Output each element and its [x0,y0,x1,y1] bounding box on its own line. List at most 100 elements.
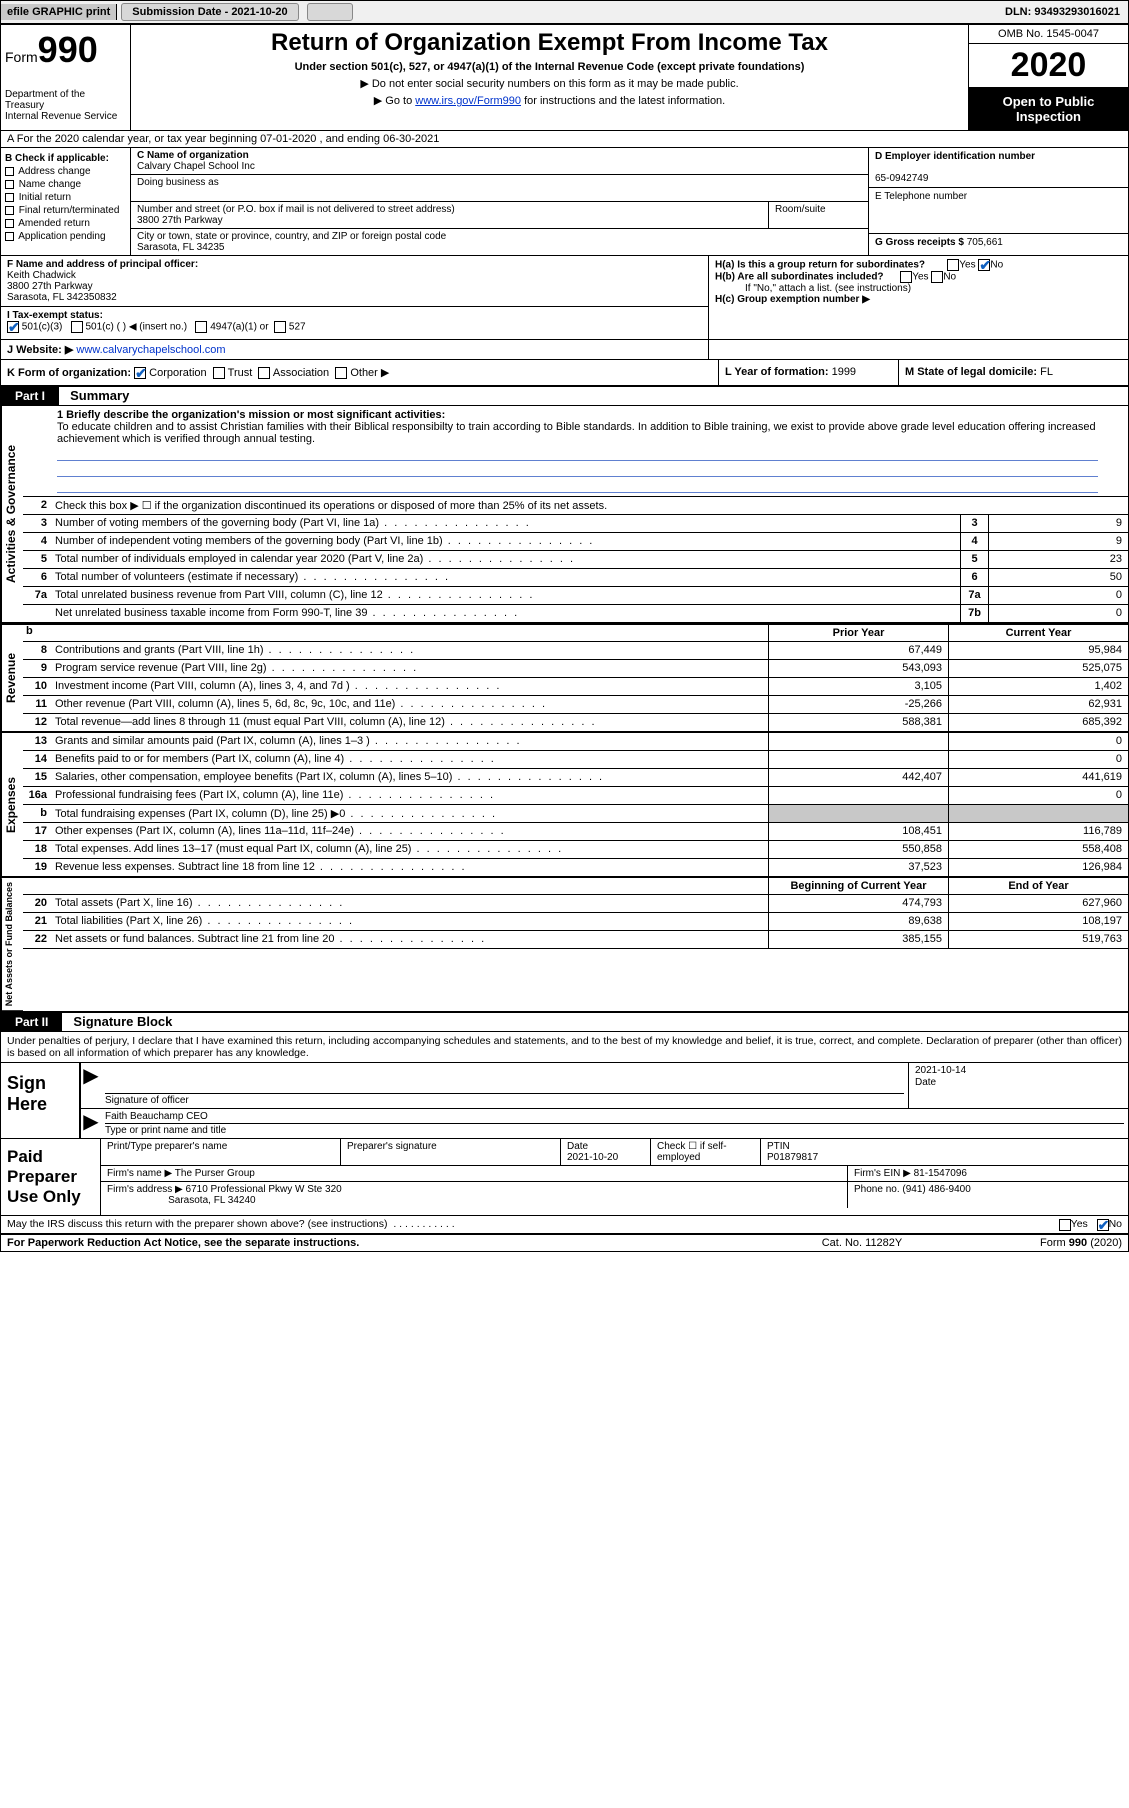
checkbox-hb-yes[interactable] [900,271,912,283]
form-word: Form [5,49,38,65]
paperwork-notice: For Paperwork Reduction Act Notice, see … [7,1237,762,1249]
checkbox-initial-return[interactable] [5,193,14,202]
checkbox-discuss-no[interactable] [1097,1219,1109,1231]
checkbox-discuss-yes[interactable] [1059,1219,1071,1231]
dept-label: Department of the TreasuryInternal Reven… [5,89,126,122]
col-current-year: Current Year [948,625,1128,641]
omb-number: OMB No. 1545-0047 [969,25,1128,44]
tax-year: 2020 [969,44,1128,88]
submission-date-button[interactable]: Submission Date - 2021-10-20 [121,3,298,21]
vtab-net-assets: Net Assets or Fund Balances [1,878,23,1011]
section-f: F Name and address of principal officer:… [1,256,708,339]
table-row: 16aProfessional fundraising fees (Part I… [23,787,1128,805]
checkbox-name-change[interactable] [5,180,14,189]
table-row: 9Program service revenue (Part VIII, lin… [23,660,1128,678]
instruction-2: ▶ Go to www.irs.gov/Form990 for instruct… [141,94,958,107]
table-row: 14Benefits paid to or for members (Part … [23,751,1128,769]
vtab-activities-governance: Activities & Governance [1,406,23,623]
table-row: 17Other expenses (Part IX, column (A), l… [23,823,1128,841]
checkbox-4947[interactable] [195,321,207,333]
sign-here-label: Sign Here [1,1063,81,1138]
signature-arrow-icon: ▶ [81,1063,101,1108]
table-row: 3Number of voting members of the governi… [23,515,1128,533]
checkbox-final-return[interactable] [5,206,14,215]
table-row: 4Number of independent voting members of… [23,533,1128,551]
checkbox-assoc[interactable] [258,367,270,379]
section-c: C Name of organization Calvary Chapel Sc… [131,148,868,255]
section-d-e-g: D Employer identification number 65-0942… [868,148,1128,255]
ein-value: 65-0942749 [875,173,928,184]
section-k: K Form of organization: Corporation Trus… [1,360,718,385]
table-row: 11Other revenue (Part VIII, column (A), … [23,696,1128,714]
dln-label: DLN: 93493293016021 [997,4,1128,20]
line-a: A For the 2020 calendar year, or tax yea… [1,131,1128,148]
firm-name: The Purser Group [175,1168,255,1179]
part2-title: Signature Block [65,1012,180,1031]
checkbox-app-pending[interactable] [5,232,14,241]
table-row: 19Revenue less expenses. Subtract line 1… [23,859,1128,877]
table-row: 20Total assets (Part X, line 16)474,7936… [23,895,1128,913]
sign-date: 2021-10-14 [915,1065,1122,1076]
checkbox-527[interactable] [274,321,286,333]
table-row: 18Total expenses. Add lines 13–17 (must … [23,841,1128,859]
firm-phone: (941) 486-9400 [902,1184,970,1195]
instruction-1: ▶ Do not enter social security numbers o… [141,77,958,90]
checkbox-hb-no[interactable] [931,271,943,283]
prep-date: 2021-10-20 [567,1152,618,1163]
section-j: J Website: ▶ www.calvarychapelschool.com [1,340,708,359]
firm-ein: 81-1547096 [914,1168,967,1179]
checkbox-other[interactable] [335,367,347,379]
cat-no: Cat. No. 11282Y [762,1237,962,1249]
checkbox-501c3[interactable] [7,321,19,333]
col-prior-year: Prior Year [768,625,948,641]
table-row: 6Total number of volunteers (estimate if… [23,569,1128,587]
top-toolbar: efile GRAPHIC print Submission Date - 20… [0,0,1129,24]
checkbox-amended[interactable] [5,219,14,228]
website-link[interactable]: www.calvarychapelschool.com [76,344,225,356]
name-arrow-icon: ▶ [81,1109,101,1138]
form-footer: Form 990 (2020) [962,1237,1122,1249]
table-row: 15Salaries, other compensation, employee… [23,769,1128,787]
checkbox-ha-yes[interactable] [947,259,959,271]
part2-header: Part II [1,1013,62,1031]
table-row: 7aTotal unrelated business revenue from … [23,587,1128,605]
efile-label: efile GRAPHIC print [1,4,117,20]
checkbox-address-change[interactable] [5,167,14,176]
firm-addr1: 6710 Professional Pkwy W Ste 320 [186,1184,342,1195]
org-name: Calvary Chapel School Inc [137,161,255,172]
col-begin-year: Beginning of Current Year [768,878,948,894]
table-row: 5Total number of individuals employed in… [23,551,1128,569]
part1-title: Summary [62,386,137,405]
section-b: B Check if applicable: Address change Na… [1,148,131,255]
officer-name: Faith Beauchamp CEO [105,1111,1124,1122]
table-row: 12Total revenue—add lines 8 through 11 (… [23,714,1128,732]
irs-link[interactable]: www.irs.gov/Form990 [415,95,521,107]
checkbox-trust[interactable] [213,367,225,379]
mission-text: To educate children and to assist Christ… [57,421,1096,445]
paid-preparer-label: Paid Preparer Use Only [1,1139,101,1215]
gross-receipts: 705,661 [967,237,1003,248]
checkbox-501c[interactable] [71,321,83,333]
state-domicile: FL [1040,366,1053,378]
form-number: 990 [38,29,98,70]
section-h: H(a) Is this a group return for subordin… [708,256,1128,339]
checkbox-ha-no[interactable] [978,259,990,271]
table-row: 22Net assets or fund balances. Subtract … [23,931,1128,949]
ptin: P01879817 [767,1152,818,1163]
blank-button[interactable] [307,3,353,21]
open-public-badge: Open to Public Inspection [969,88,1128,130]
street-address: 3800 27th Parkway [137,215,223,226]
table-row: Net unrelated business taxable income fr… [23,605,1128,623]
signature-intro: Under penalties of perjury, I declare th… [1,1032,1128,1063]
table-row: 21Total liabilities (Part X, line 26)89,… [23,913,1128,931]
form-header: Form990 Department of the TreasuryIntern… [1,25,1128,131]
city-state-zip: Sarasota, FL 34235 [137,242,224,253]
table-row: 8Contributions and grants (Part VIII, li… [23,642,1128,660]
table-row: 13Grants and similar amounts paid (Part … [23,733,1128,751]
mission-section: 1 Briefly describe the organization's mi… [23,406,1128,496]
col-end-year: End of Year [948,878,1128,894]
vtab-revenue: Revenue [1,625,23,732]
table-row: 10Investment income (Part VIII, column (… [23,678,1128,696]
part1-header: Part I [1,387,59,405]
checkbox-corp[interactable] [134,367,146,379]
